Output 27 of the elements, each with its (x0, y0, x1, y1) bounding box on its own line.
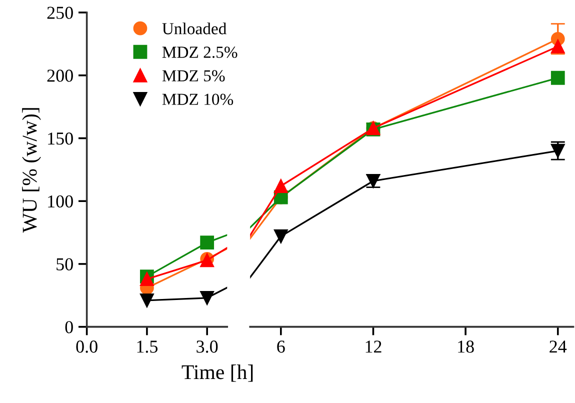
point (274, 179, 288, 193)
y-tick-label: 50 (56, 258, 73, 270)
x-tick-label: 6 (277, 340, 285, 353)
y-tick-label: 0 (65, 321, 73, 334)
y-tick-label: 250 (47, 6, 73, 19)
point (274, 229, 288, 244)
point (140, 293, 154, 308)
legend-label: Unloaded (162, 22, 226, 34)
x-tick-label: 3.0 (196, 340, 218, 353)
point (200, 290, 214, 305)
point (140, 272, 154, 286)
x-tick-label: 12 (366, 340, 382, 353)
y-tick-label: 200 (47, 70, 73, 82)
legend-label: MDZ 2.5% (162, 46, 238, 58)
x-tick-label: 24 (550, 340, 567, 353)
x-tick-label: 18 (458, 340, 474, 353)
point (200, 236, 214, 250)
point (550, 70, 565, 85)
x-axis-title: Time [h] (182, 364, 253, 382)
point (550, 39, 565, 54)
y-tick-label: 100 (48, 195, 73, 208)
legend-label: MDZ 10% (162, 94, 234, 106)
y-tick-label: 150 (48, 132, 73, 145)
x-tick-label: 0.0 (76, 340, 98, 353)
legend-label: MDZ 5% (162, 70, 225, 82)
x-tick-label: 1.5 (137, 340, 158, 353)
y-axis-title: WU [% (w/w)] (22, 108, 41, 233)
